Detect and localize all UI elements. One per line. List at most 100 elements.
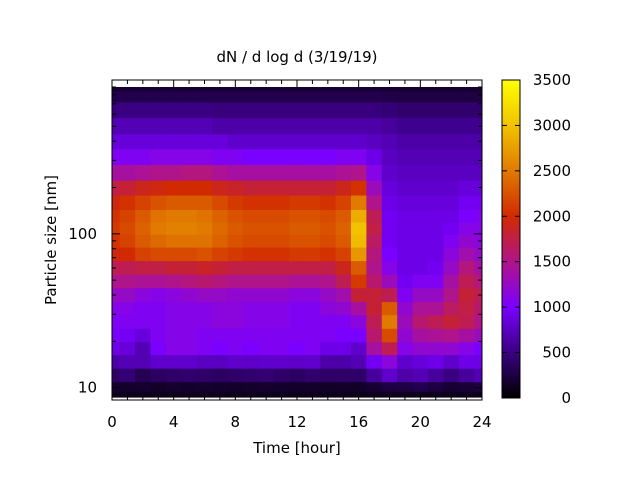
colorbar-tick-label: 1000	[533, 298, 571, 316]
heatmap-cell	[304, 117, 321, 135]
heatmap-cell	[366, 133, 383, 150]
heatmap-cell	[320, 180, 337, 196]
heatmap-cell	[474, 301, 482, 316]
heatmap-cell	[335, 133, 352, 150]
heatmap-cell	[304, 391, 321, 398]
heatmap-cell	[320, 287, 337, 303]
heatmap-cell	[320, 148, 337, 165]
heatmap-cell	[350, 287, 367, 303]
heatmap-cell	[289, 354, 306, 369]
heatmap-cell	[273, 164, 290, 181]
heatmap-cell	[428, 101, 445, 119]
heatmap-cell	[112, 246, 121, 262]
heatmap-cell	[428, 180, 445, 196]
heatmap-cell	[304, 381, 321, 392]
heatmap-cell	[212, 90, 229, 103]
heatmap-cell	[135, 246, 152, 262]
heatmap-cell	[458, 87, 475, 92]
heatmap-cell	[412, 287, 429, 303]
heatmap-cell	[443, 180, 460, 196]
heatmap-cell	[135, 148, 152, 165]
heatmap-cell	[119, 148, 136, 165]
heatmap-cell	[273, 117, 290, 135]
heatmap-cell	[112, 90, 121, 103]
heatmap-cell	[366, 246, 383, 262]
y-tick-label: 100	[68, 225, 97, 243]
x-tick-label: 4	[169, 413, 179, 431]
heatmap-cell	[335, 368, 352, 383]
heatmap-cell	[135, 133, 152, 150]
heatmap-cell	[212, 117, 229, 135]
heatmap-cell	[443, 260, 460, 275]
heatmap-cell	[304, 314, 321, 329]
heatmap-cell	[458, 368, 475, 383]
heatmap-cell	[366, 391, 383, 398]
heatmap-cell	[443, 101, 460, 119]
heatmap-cell	[196, 381, 213, 392]
heatmap-cell	[304, 368, 321, 383]
heatmap-cell	[243, 221, 260, 235]
heatmap-cell	[320, 221, 337, 235]
heatmap-cell	[119, 274, 136, 289]
heatmap-cell	[243, 117, 260, 135]
heatmap-cell	[412, 381, 429, 392]
heatmap-cell	[135, 391, 152, 398]
heatmap-cell	[366, 301, 383, 316]
heatmap-cell	[135, 260, 152, 275]
heatmap-cell	[165, 354, 182, 369]
heatmap-cell	[112, 314, 121, 329]
heatmap-cell	[458, 301, 475, 316]
heatmap-cell	[227, 287, 244, 303]
heatmap-cell	[428, 314, 445, 329]
heatmap-cell	[181, 391, 198, 398]
heatmap-cell	[443, 287, 460, 303]
heatmap-cell	[289, 221, 306, 235]
heatmap-cell	[273, 246, 290, 262]
heatmap-cell	[443, 90, 460, 103]
heatmap-cell	[304, 354, 321, 369]
heatmap-cell	[165, 209, 182, 223]
heatmap-cell	[474, 87, 482, 92]
heatmap-cell	[458, 117, 475, 135]
heatmap-cell	[135, 301, 152, 316]
heatmap-cell	[381, 287, 398, 303]
heatmap-cell	[350, 221, 367, 235]
heatmap-cell	[304, 221, 321, 235]
heatmap-cell	[273, 391, 290, 398]
heatmap-cell	[243, 274, 260, 289]
heatmap-cell	[443, 164, 460, 181]
heatmap-cell	[366, 341, 383, 356]
heatmap-cell	[289, 381, 306, 392]
heatmap-cell	[366, 164, 383, 181]
heatmap-cell	[135, 341, 152, 356]
heatmap-cell	[335, 314, 352, 329]
heatmap-cell	[443, 133, 460, 150]
heatmap-cell	[212, 209, 229, 223]
heatmap-cell	[243, 148, 260, 165]
heatmap-cell	[196, 341, 213, 356]
heatmap-cell	[397, 101, 414, 119]
heatmap-cell	[196, 260, 213, 275]
heatmap-cell	[304, 234, 321, 248]
heatmap-cell	[320, 381, 337, 392]
heatmap-cell	[150, 209, 167, 223]
heatmap-cell	[112, 180, 121, 196]
heatmap-cell	[304, 301, 321, 316]
heatmap-cell	[335, 101, 352, 119]
heatmap-cell	[397, 87, 414, 92]
heatmap-cell	[335, 381, 352, 392]
heatmap-cell	[212, 341, 229, 356]
heatmap-cell	[289, 164, 306, 181]
heatmap-cell	[320, 246, 337, 262]
heatmap-cell	[289, 287, 306, 303]
heatmap-cell	[135, 194, 152, 210]
heatmap-cell	[289, 133, 306, 150]
heatmap-cell	[258, 101, 275, 119]
heatmap-cell	[258, 164, 275, 181]
heatmap-cell	[112, 274, 121, 289]
heatmap-cell	[320, 133, 337, 150]
heatmap-cell	[458, 287, 475, 303]
heatmap-cell	[335, 234, 352, 248]
heatmap-cell	[150, 133, 167, 150]
heatmap-cell	[196, 234, 213, 248]
